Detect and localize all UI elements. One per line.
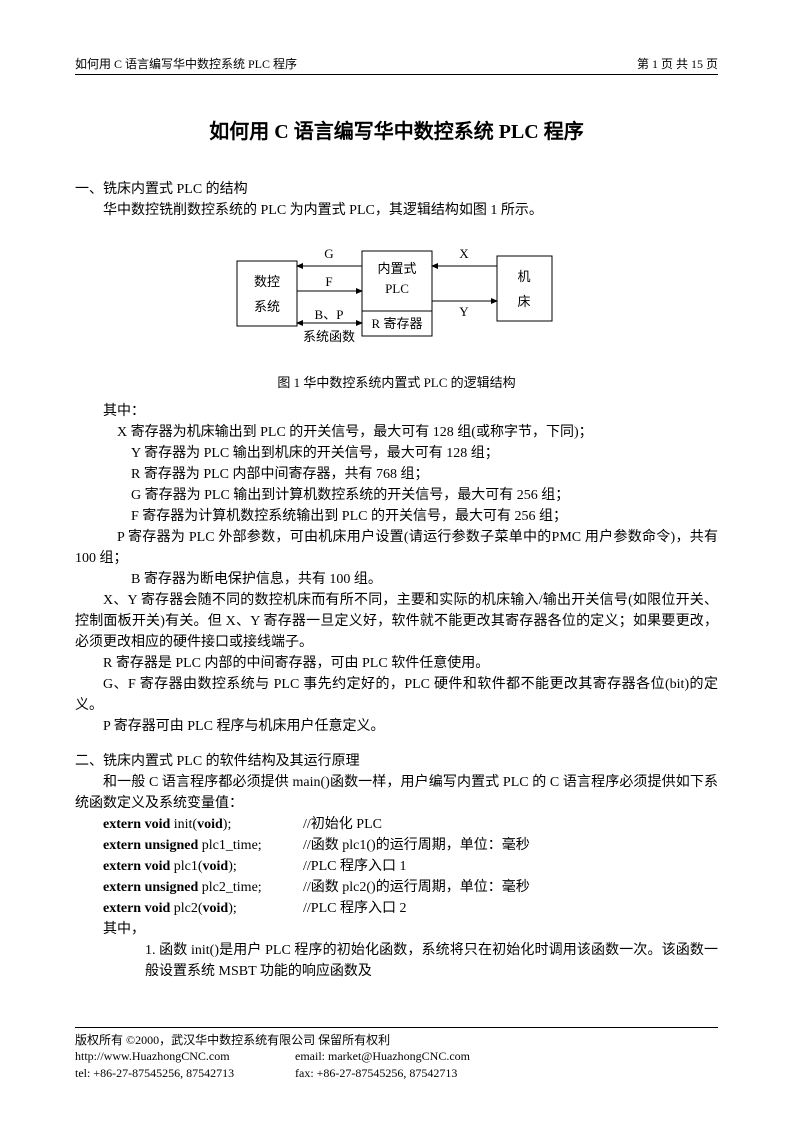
footer-email: email: market@HuazhongCNC.com <box>295 1048 470 1065</box>
para-r2: R 寄存器是 PLC 内部的中间寄存器，可由 PLC 软件任意使用。 <box>75 653 718 674</box>
page-title: 如何用 C 语言编写华中数控系统 PLC 程序 <box>75 115 718 144</box>
lbl-y: Y <box>459 304 469 319</box>
qizhong2: 其中， <box>75 919 718 940</box>
code-row-0: extern void init(void); //初始化 PLC <box>75 814 718 835</box>
reg-x: X 寄存器为机床输出到 PLC 的开关信号，最大可有 128 组(或称字节，下同… <box>75 422 718 443</box>
footer-fax: fax: +86-27-87545256, 87542713 <box>295 1065 457 1082</box>
section1-intro: 华中数控铣削数控系统的 PLC 为内置式 PLC，其逻辑结构如图 1 所示。 <box>75 200 718 221</box>
diagram-svg: 数控 系统 内置式 PLC R 寄存器 机 床 G F B、P 系统函数 X Y <box>217 231 577 361</box>
para-p2: P 寄存器可由 PLC 程序与机床用户任意定义。 <box>75 716 718 737</box>
qizhong: 其中： <box>75 401 718 422</box>
lbl-bp: B、P <box>314 307 343 322</box>
reg-p: P 寄存器为 PLC 外部参数，可由机床用户设置(请运行参数子菜单中的PMC 用… <box>75 527 718 569</box>
box-plc-r: R 寄存器 <box>371 316 422 331</box>
code-row-3: extern unsigned plc2_time; //函数 plc2()的运… <box>75 877 718 898</box>
box-nc-top: 数控 <box>253 274 279 289</box>
plc-diagram: 数控 系统 内置式 PLC R 寄存器 机 床 G F B、P 系统函数 X Y <box>75 231 718 361</box>
section2-p1: 和一般 C 语言程序都必须提供 main()函数一样，用户编写内置式 PLC 的… <box>75 772 718 814</box>
box-plc-top: 内置式 <box>377 261 416 276</box>
footer-url: http://www.HuazhongCNC.com <box>75 1048 295 1065</box>
header-right: 第 1 页 共 15 页 <box>637 55 718 72</box>
lbl-f: F <box>325 274 332 289</box>
box-mc-top: 机 <box>517 269 530 284</box>
reg-g: G 寄存器为 PLC 输出到计算机数控系统的开关信号，最大可有 256 组； <box>75 485 718 506</box>
box-nc-bot: 系统 <box>253 299 279 314</box>
lbl-sysfn: 系统函数 <box>302 329 354 344</box>
lbl-x: X <box>459 246 469 261</box>
figure-caption: 图 1 华中数控系统内置式 PLC 的逻辑结构 <box>75 373 718 393</box>
list-item-1: 1. 函数 init()是用户 PLC 程序的初始化函数，系统将只在初始化时调用… <box>75 940 718 982</box>
code-row-1: extern unsigned plc1_time; //函数 plc1()的运… <box>75 835 718 856</box>
box-plc-mid: PLC <box>385 281 409 296</box>
lbl-g: G <box>324 246 333 261</box>
section1-head: 一、铣床内置式 PLC 的结构 <box>75 179 718 200</box>
page-footer: 版权所有 ©2000，武汉华中数控系统有限公司 保留所有权利 http://ww… <box>75 1027 718 1082</box>
reg-r: R 寄存器为 PLC 内部中间寄存器，共有 768 组； <box>75 464 718 485</box>
code-row-4: extern void plc2(void); //PLC 程序入口 2 <box>75 898 718 919</box>
reg-b: B 寄存器为断电保护信息，共有 100 组。 <box>75 569 718 590</box>
para-gf: G、F 寄存器由数控系统与 PLC 事先约定好的，PLC 硬件和软件都不能更改其… <box>75 674 718 716</box>
header-left: 如何用 C 语言编写华中数控系统 PLC 程序 <box>75 55 297 72</box>
footer-copyright: 版权所有 ©2000，武汉华中数控系统有限公司 保留所有权利 <box>75 1032 718 1049</box>
reg-f: F 寄存器为计算机数控系统输出到 PLC 的开关信号，最大可有 256 组； <box>75 506 718 527</box>
reg-y: Y 寄存器为 PLC 输出到机床的开关信号，最大可有 128 组； <box>75 443 718 464</box>
box-mc-bot: 床 <box>517 294 530 309</box>
para-xy: X、Y 寄存器会随不同的数控机床而有所不同，主要和实际的机床输入/输出开关信号(… <box>75 590 718 653</box>
page-header: 如何用 C 语言编写华中数控系统 PLC 程序 第 1 页 共 15 页 <box>75 55 718 75</box>
code-row-2: extern void plc1(void); //PLC 程序入口 1 <box>75 856 718 877</box>
section2-head: 二、铣床内置式 PLC 的软件结构及其运行原理 <box>75 751 718 772</box>
footer-tel: tel: +86-27-87545256, 87542713 <box>75 1065 295 1082</box>
